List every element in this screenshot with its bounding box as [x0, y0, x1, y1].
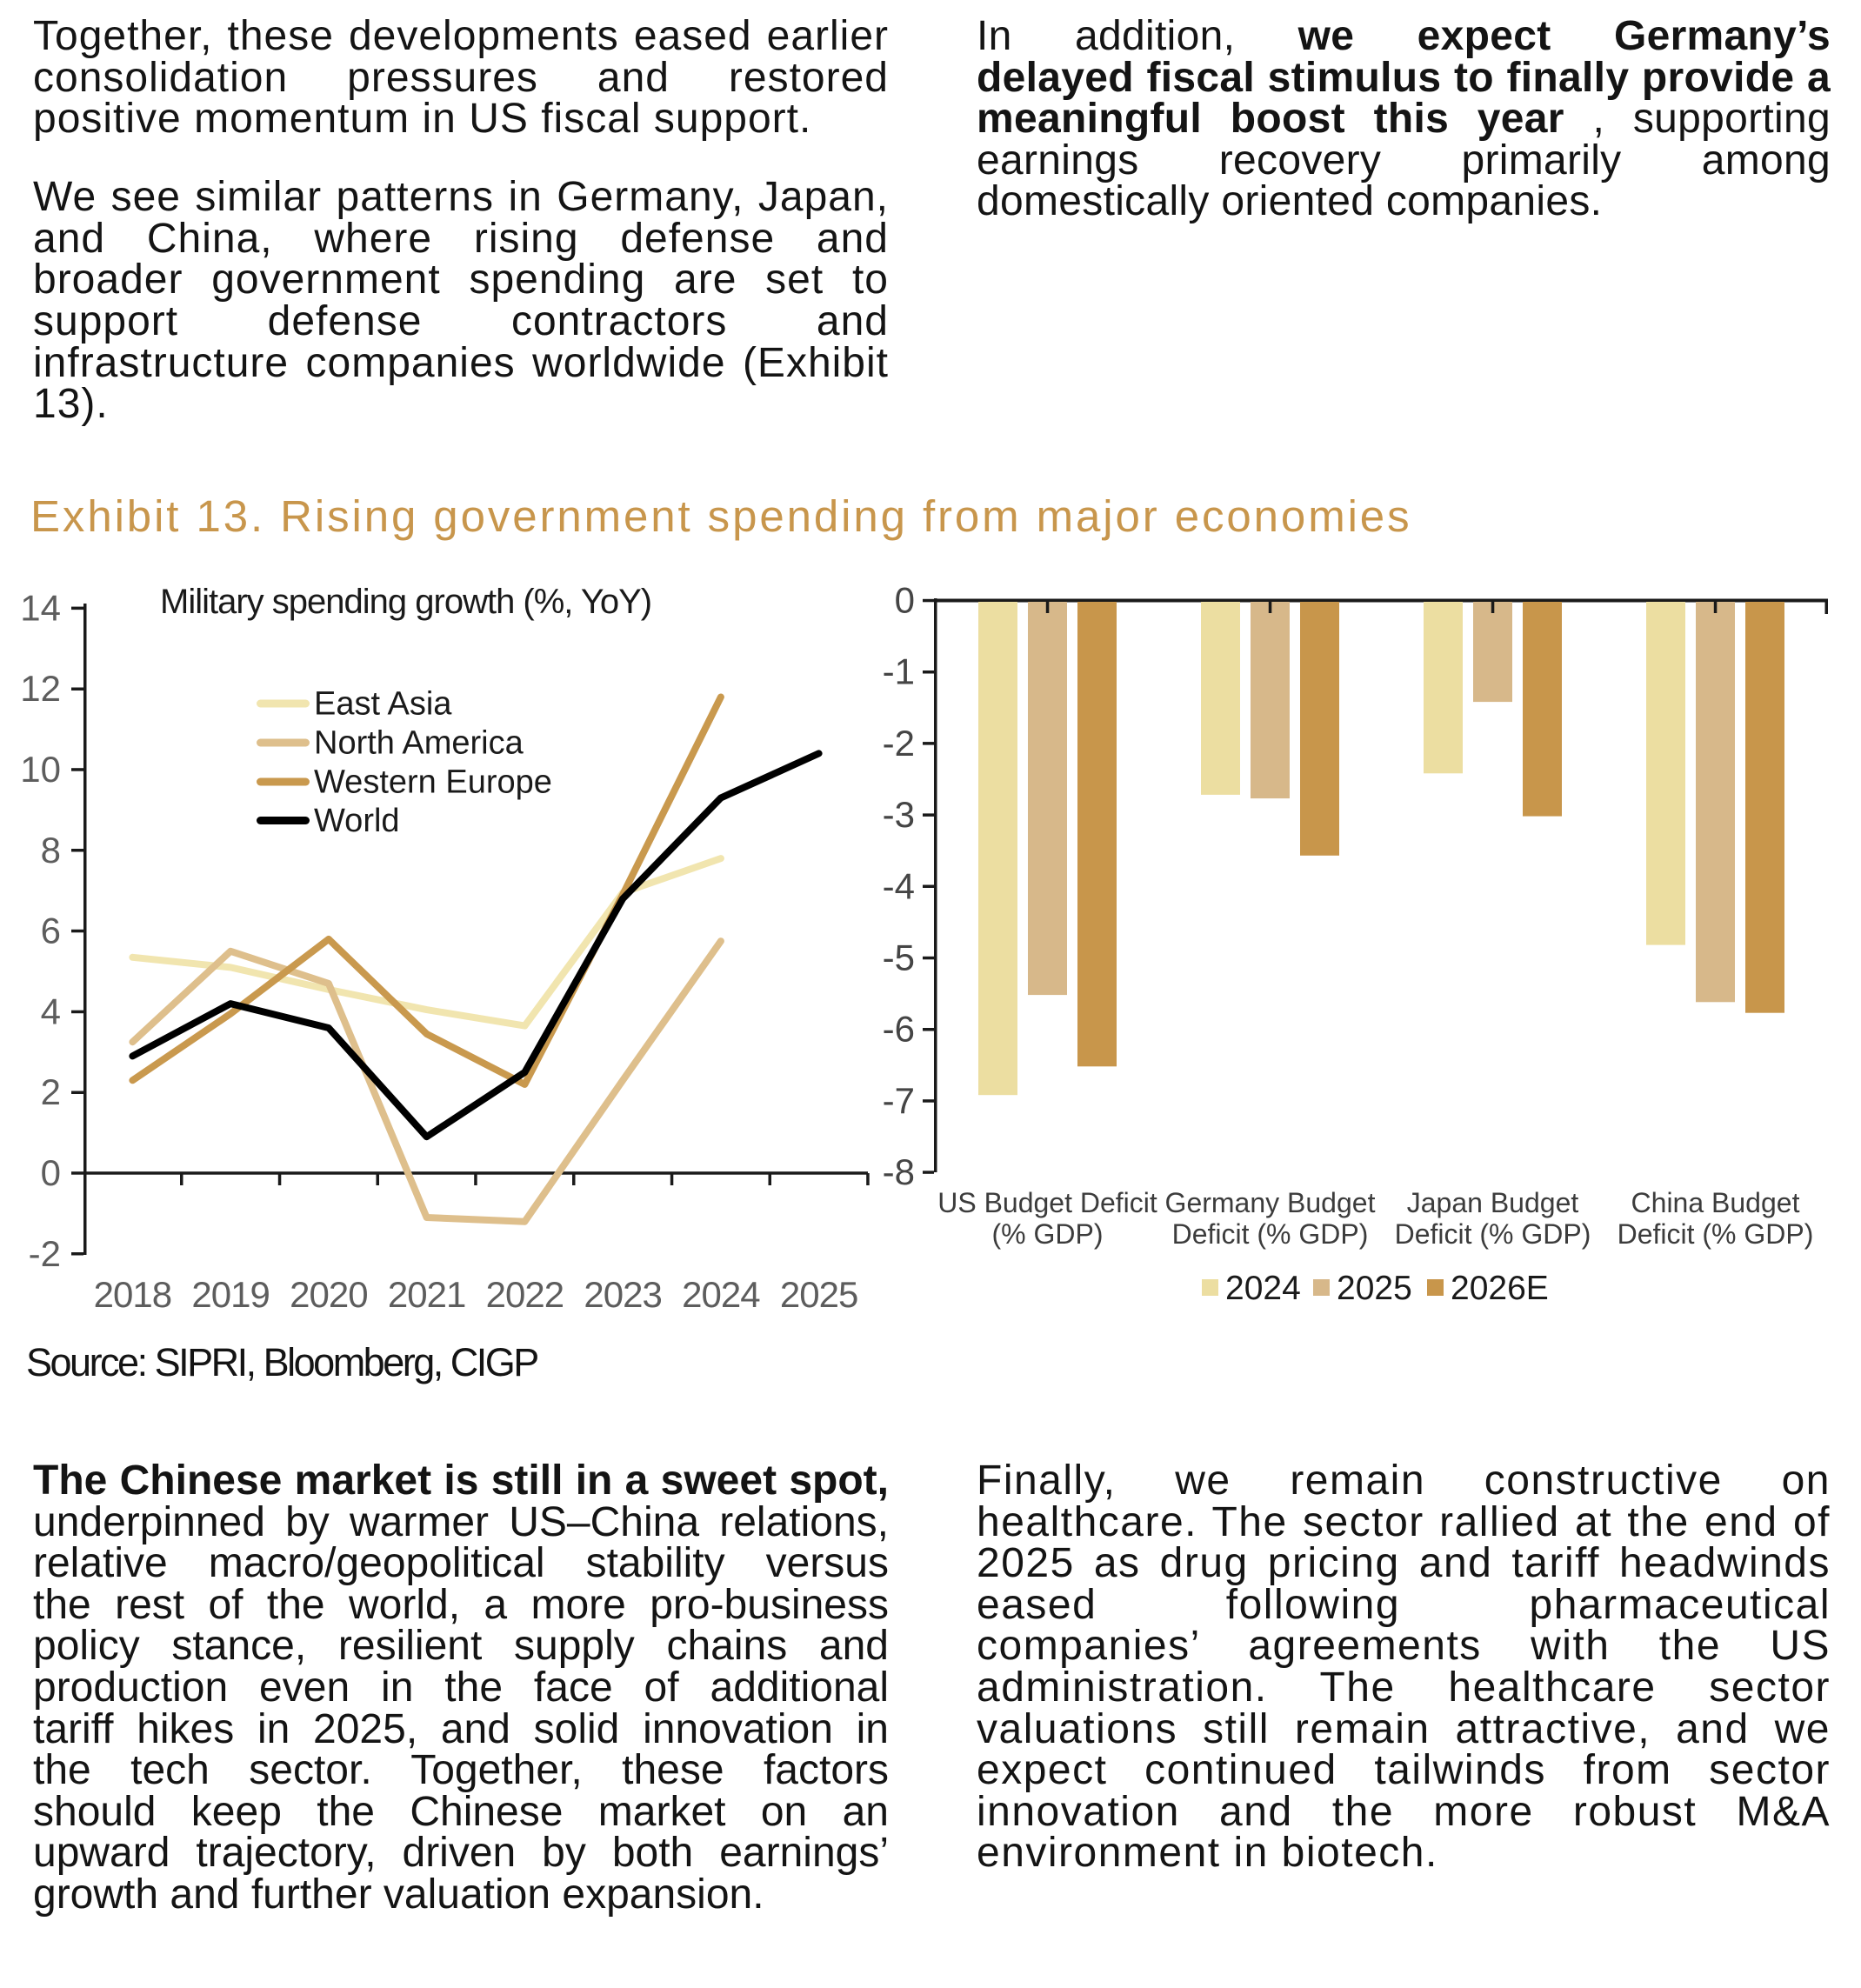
svg-text:2019: 2019: [191, 1274, 269, 1315]
svg-text:10: 10: [20, 749, 61, 790]
svg-text:2023: 2023: [584, 1274, 661, 1315]
svg-text:China Budget: China Budget: [1631, 1187, 1800, 1218]
svg-text:0: 0: [895, 580, 915, 621]
svg-text:World: World: [314, 803, 400, 839]
svg-text:Germany Budget: Germany Budget: [1165, 1187, 1376, 1218]
svg-text:-8: -8: [883, 1151, 915, 1192]
svg-text:Deficit (% GDP): Deficit (% GDP): [1395, 1218, 1591, 1250]
svg-text:2018: 2018: [94, 1274, 171, 1315]
svg-text:8: 8: [41, 830, 61, 871]
svg-text:2: 2: [41, 1071, 61, 1112]
svg-text:2022: 2022: [486, 1274, 564, 1315]
svg-text:-7: -7: [883, 1080, 915, 1121]
svg-text:2024: 2024: [1225, 1270, 1301, 1307]
svg-text:-2: -2: [883, 723, 915, 764]
svg-text:2025: 2025: [780, 1274, 857, 1315]
svg-text:(% GDP): (% GDP): [992, 1218, 1104, 1250]
svg-text:Deficit (% GDP): Deficit (% GDP): [1618, 1218, 1814, 1250]
svg-text:2026E: 2026E: [1451, 1270, 1549, 1307]
svg-text:Japan Budget: Japan Budget: [1407, 1187, 1579, 1218]
svg-text:2024: 2024: [682, 1274, 760, 1315]
svg-text:-3: -3: [883, 794, 915, 835]
svg-text:-4: -4: [883, 865, 915, 906]
svg-text:2021: 2021: [388, 1274, 465, 1315]
svg-text:Deficit (% GDP): Deficit (% GDP): [1172, 1218, 1369, 1250]
svg-text:Military spending growth (%, Y: Military spending growth (%, YoY): [160, 583, 651, 621]
svg-text:East Asia: East Asia: [314, 686, 452, 723]
svg-text:-5: -5: [883, 937, 915, 978]
svg-text:6: 6: [41, 911, 61, 951]
svg-text:Western Europe: Western Europe: [314, 764, 552, 801]
svg-text:-1: -1: [883, 651, 915, 692]
svg-text:0: 0: [41, 1152, 61, 1193]
svg-text:14: 14: [20, 587, 61, 628]
svg-text:4: 4: [41, 991, 61, 1031]
svg-text:-2: -2: [29, 1233, 61, 1274]
svg-text:12: 12: [20, 668, 61, 709]
svg-text:US Budget Deficit: US Budget Deficit: [937, 1187, 1157, 1218]
svg-text:North America: North America: [314, 725, 524, 762]
svg-text:2025: 2025: [1337, 1270, 1412, 1307]
svg-text:2020: 2020: [290, 1274, 367, 1315]
svg-text:-6: -6: [883, 1009, 915, 1050]
